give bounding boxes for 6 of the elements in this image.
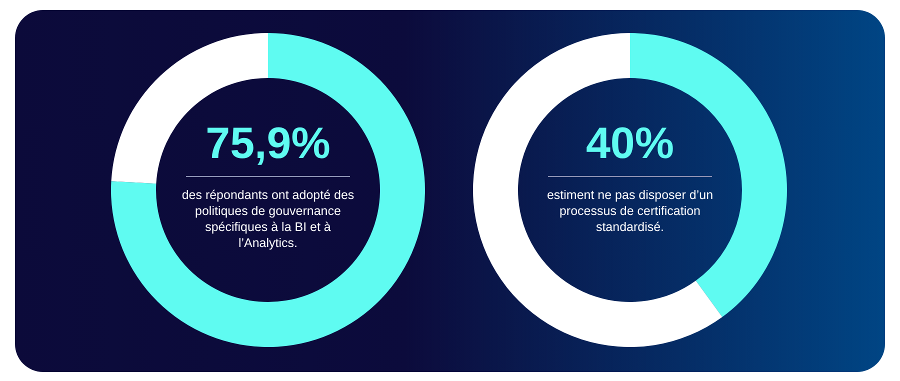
text: des répondants ont adopté des politiques de gouvernance spécifiques à la BI et à l’Analytics. <box>180 187 356 251</box>
data-label: 40% <box>584 119 676 168</box>
donut-slice <box>111 33 425 347</box>
donut-slice <box>473 33 722 347</box>
data-label: 75,9% <box>204 119 332 168</box>
text: estiment ne pas disposer d’un processus de certification standardisé. <box>546 187 714 235</box>
